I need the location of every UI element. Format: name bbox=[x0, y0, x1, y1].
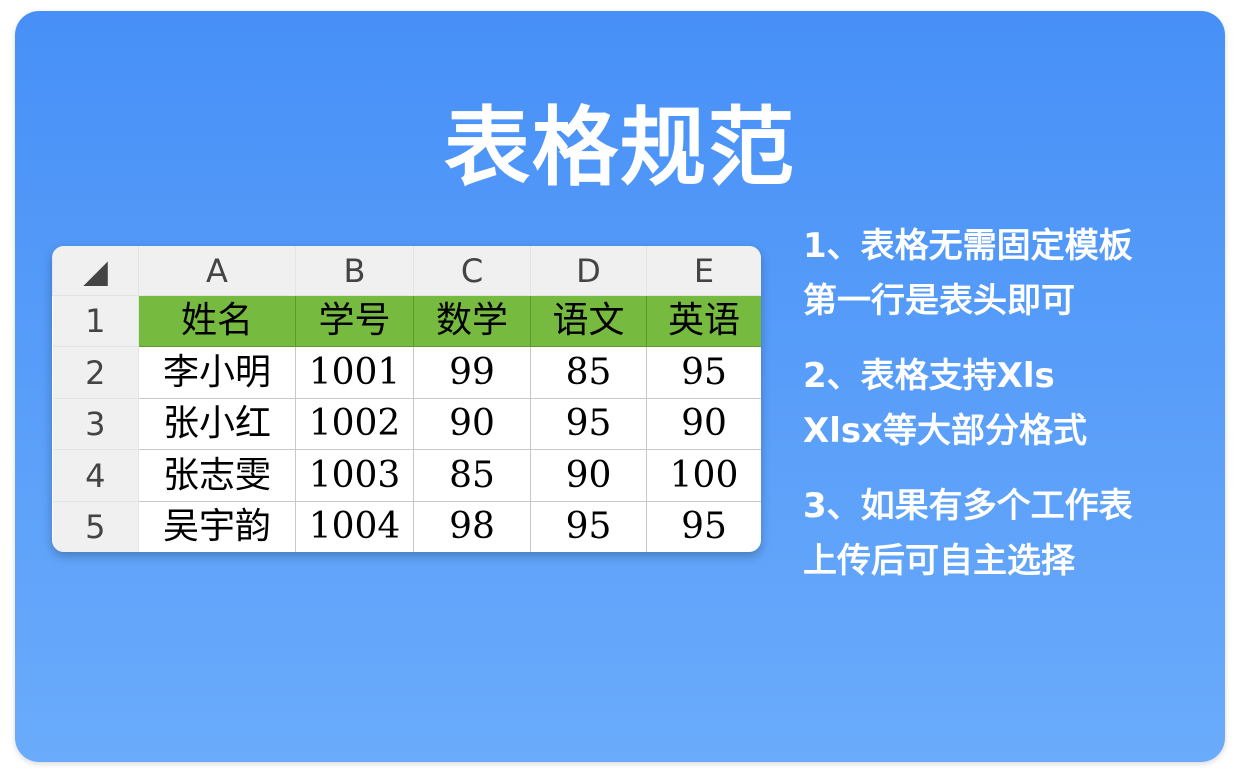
note-line: 3、如果有多个工作表 bbox=[803, 486, 1133, 526]
table-header-row: 1 姓名 学号 数学 语文 英语 bbox=[52, 294, 761, 348]
header-cell: 数学 bbox=[413, 294, 531, 348]
page-title: 表格规范 bbox=[444, 98, 796, 198]
table-cell: 95 bbox=[646, 346, 761, 399]
note-line: Xlsx等大部分格式 bbox=[803, 411, 1088, 451]
spreadsheet-preview: ◢ A B C D E 1 姓名 学号 数学 语文 英语 2 李小明 1001 … bbox=[52, 246, 761, 552]
table-cell: 1004 bbox=[295, 500, 414, 552]
table-cell: 99 bbox=[413, 346, 531, 399]
select-all-triangle-icon: ◢ bbox=[52, 246, 139, 296]
column-header: B bbox=[295, 246, 414, 296]
table-cell: 1001 bbox=[295, 346, 414, 399]
note-item: 3、如果有多个工作表 上传后可自主选择 bbox=[803, 482, 1133, 592]
table-row: 5 吴宇韵 1004 98 95 95 bbox=[52, 500, 761, 552]
notes-list: 1、表格无需固定模板 第一行是表头即可 2、表格支持Xls Xlsx等大部分格式… bbox=[803, 222, 1133, 612]
table-row: 4 张志雯 1003 85 90 100 bbox=[52, 449, 761, 502]
table-cell: 85 bbox=[530, 346, 647, 399]
table-cell: 90 bbox=[646, 397, 761, 451]
table-cell: 吴宇韵 bbox=[138, 500, 296, 552]
row-number: 3 bbox=[52, 397, 139, 451]
column-header: E bbox=[646, 246, 761, 296]
table-cell: 90 bbox=[530, 449, 647, 502]
column-header: A bbox=[138, 246, 296, 296]
note-item: 2、表格支持Xls Xlsx等大部分格式 bbox=[803, 352, 1133, 462]
table-cell: 100 bbox=[646, 449, 761, 502]
note-item: 1、表格无需固定模板 第一行是表头即可 bbox=[803, 222, 1133, 332]
row-number: 4 bbox=[52, 449, 139, 502]
row-number: 2 bbox=[52, 346, 139, 399]
table-cell: 95 bbox=[530, 500, 647, 552]
note-line: 2、表格支持Xls bbox=[803, 356, 1055, 396]
table-cell: 90 bbox=[413, 397, 531, 451]
column-header: C bbox=[413, 246, 531, 296]
table-cell: 张小红 bbox=[138, 397, 296, 451]
table-cell: 95 bbox=[530, 397, 647, 451]
table-cell: 李小明 bbox=[138, 346, 296, 399]
column-header: D bbox=[530, 246, 647, 296]
table-cell: 95 bbox=[646, 500, 761, 552]
table-cell: 1003 bbox=[295, 449, 414, 502]
note-line: 1、表格无需固定模板 bbox=[803, 226, 1133, 266]
table-cell: 85 bbox=[413, 449, 531, 502]
note-line: 第一行是表头即可 bbox=[803, 281, 1075, 321]
header-cell: 语文 bbox=[530, 294, 647, 348]
note-line: 上传后可自主选择 bbox=[803, 541, 1075, 581]
row-number: 5 bbox=[52, 500, 139, 552]
header-cell: 姓名 bbox=[138, 294, 296, 348]
column-header-row: ◢ A B C D E bbox=[52, 246, 761, 296]
table-row: 3 张小红 1002 90 95 90 bbox=[52, 397, 761, 451]
header-cell: 学号 bbox=[295, 294, 414, 348]
table-cell: 98 bbox=[413, 500, 531, 552]
header-cell: 英语 bbox=[646, 294, 761, 348]
table-cell: 1002 bbox=[295, 397, 414, 451]
table-cell: 张志雯 bbox=[138, 449, 296, 502]
row-number: 1 bbox=[52, 294, 139, 348]
table-row: 2 李小明 1001 99 85 95 bbox=[52, 346, 761, 399]
